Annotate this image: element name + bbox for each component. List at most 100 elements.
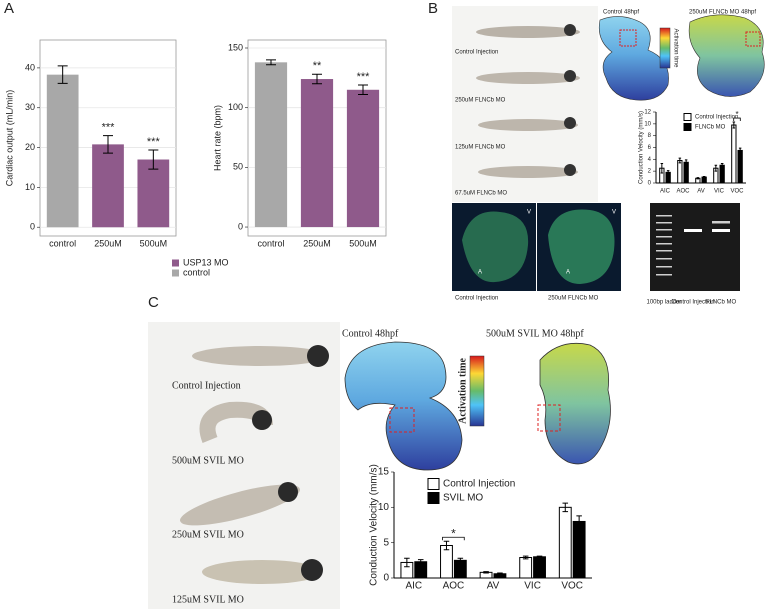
x-tick-label: AIC (660, 189, 671, 195)
bar (719, 164, 725, 184)
y-tick-label: 40 (25, 62, 35, 72)
panel-label: A (4, 0, 14, 17)
legend-label: control (183, 267, 210, 277)
legend-label: USP13 MO (183, 257, 229, 267)
bar (46, 74, 79, 228)
y-tick-label: 4 (648, 157, 652, 163)
y-tick-label: 10 (378, 502, 390, 513)
y-tick-label: 50 (233, 162, 243, 172)
x-tick-label: 500uM (349, 238, 377, 248)
x-tick-label: control (49, 238, 76, 248)
error-bar (266, 59, 276, 66)
activation-map (598, 16, 669, 101)
error-bar (443, 540, 450, 551)
x-tick-label: VOC (561, 581, 583, 592)
map-title: Control 48hpf (342, 328, 399, 339)
fish-label: Control Injection (172, 380, 241, 391)
confocal-heart (548, 209, 615, 284)
bar (254, 62, 288, 228)
x-tick-label: AOC (443, 581, 465, 592)
significance: *** (357, 71, 371, 83)
bar (558, 506, 572, 579)
bar (440, 544, 453, 579)
legend-label: Control Injection (695, 115, 738, 121)
x-tick-label: 250uM (303, 238, 331, 248)
fish-label: 250uM FLNCb MO (455, 98, 506, 104)
x-tick-label: VIC (524, 581, 541, 592)
bar (533, 556, 546, 579)
roi-box (389, 407, 415, 433)
roi-box (537, 404, 561, 432)
significance-bracket (733, 117, 741, 122)
fish-images (148, 322, 340, 609)
error-bar (57, 65, 68, 84)
image-label: 250uM FLNCb MO (548, 296, 599, 302)
error-bar (732, 121, 736, 129)
legend-label: Control Injection (443, 479, 515, 490)
y-tick-label: 30 (25, 102, 35, 112)
bar (677, 160, 683, 184)
y-tick-label: 150 (228, 42, 243, 52)
legend-label: SVIL MO (443, 493, 483, 504)
error-bar (576, 515, 582, 528)
bar (300, 79, 334, 228)
x-tick-label: VIC (714, 189, 725, 195)
y-tick-label: 5 (383, 537, 389, 548)
roi-box (619, 29, 637, 47)
significance: *** (147, 136, 161, 148)
y-tick-label: 8 (648, 133, 652, 139)
y-tick-label: 20 (25, 142, 35, 152)
y-tick-label: 0 (383, 573, 389, 584)
colorbar-label: Activation time (672, 28, 678, 68)
y-tick-label: 12 (644, 110, 651, 116)
error-bar (562, 502, 569, 513)
x-tick-label: AV (487, 581, 500, 592)
legend-label: FLNCb MO (695, 125, 726, 131)
y-tick-label: 100 (228, 102, 243, 112)
error-bar (684, 159, 688, 166)
roi-box (745, 31, 761, 47)
y-tick-label: 2 (648, 169, 652, 175)
bar (346, 89, 380, 228)
error-bar (457, 557, 464, 563)
fish-label: 67.5uM FLNCb MO (455, 191, 507, 197)
x-tick-label: AV (697, 189, 705, 195)
error-bar (696, 177, 700, 180)
error-bar (497, 572, 503, 575)
y-tick-label: 6 (648, 145, 652, 151)
legend-swatch (427, 492, 440, 504)
confocal-heart (462, 211, 529, 283)
fish-label: 500uM SVIL MO (172, 455, 244, 466)
error-bar (720, 162, 724, 168)
gel-label: 100bp ladder (646, 300, 681, 306)
y-tick-label: 15 (378, 467, 390, 478)
y-tick-label: 0 (238, 221, 243, 231)
bar (731, 124, 737, 184)
error-bar (522, 555, 529, 560)
y-tick-label: 0 (648, 181, 652, 187)
image-label: Control Injection (455, 296, 498, 302)
error-bar (483, 571, 489, 574)
map-title: 500uM SVIL MO 48hpf (486, 328, 584, 339)
gel-image (650, 203, 740, 291)
fish-images (452, 6, 598, 202)
bar (92, 144, 124, 228)
y-tick-label: 10 (644, 121, 651, 127)
y-axis-label: Cardiac output (mL/min) (4, 90, 14, 187)
fish-label: 125uM FLNCb MO (455, 145, 506, 151)
colorbar (659, 27, 671, 69)
legend-swatch (683, 123, 692, 131)
error-bar (417, 559, 424, 565)
gel-label: Control Injection (671, 300, 714, 306)
gel-bands (656, 215, 730, 276)
fish-label: 250uM SVIL MO (172, 529, 244, 540)
error-bar (148, 149, 159, 170)
error-bar (358, 84, 368, 96)
colorbar (469, 355, 485, 427)
gel-label: FLNCb MO (706, 300, 737, 306)
significance: * (451, 526, 456, 540)
error-bar (678, 157, 682, 164)
map-title: Control 48hpf (603, 10, 639, 16)
